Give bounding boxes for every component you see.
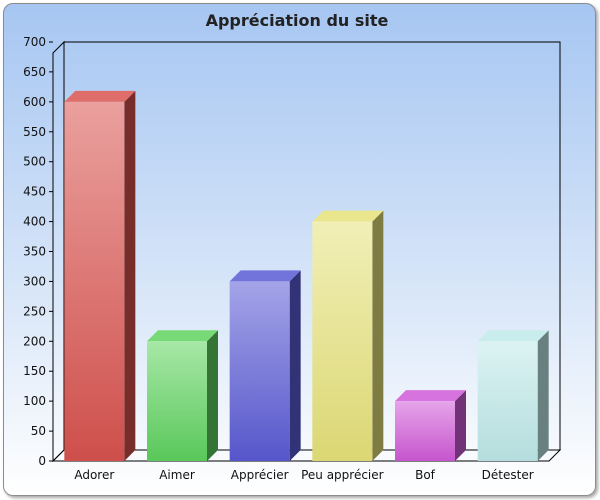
bars xyxy=(64,90,549,461)
bar-top xyxy=(229,270,301,282)
y-tick-label: 550 xyxy=(23,125,46,139)
x-axis-labels: Adorer Aimer Apprécier Peu apprécier Bof Déte… xyxy=(74,468,533,482)
x-tick-label: Adorer xyxy=(74,468,114,482)
y-axis-ticks: 0 50 100 150 200 250 300 350 400 450 500 550 600 650 7… xyxy=(23,35,53,468)
bar xyxy=(147,341,207,461)
bar-side xyxy=(537,330,549,461)
y-tick-label: 0 xyxy=(38,454,46,468)
x-tick-label: Bof xyxy=(415,468,436,482)
y-tick-label: 250 xyxy=(23,304,46,318)
bar-side xyxy=(455,390,466,461)
chart-title: Appréciation du site xyxy=(206,11,389,30)
y-tick-label: 350 xyxy=(23,245,46,259)
bar xyxy=(64,101,125,461)
bar xyxy=(229,281,290,461)
y-tick-label: 150 xyxy=(23,364,46,378)
bar-side xyxy=(124,90,136,461)
y-tick-label: 100 xyxy=(23,394,46,408)
x-tick-label: Peu apprécier xyxy=(301,468,384,482)
bar-top xyxy=(477,330,549,342)
y-tick-label: 200 xyxy=(23,334,46,348)
y-tick-label: 400 xyxy=(23,215,46,229)
bar-chart: Appréciation du site 0 50 100 150 200 250 300 3… xyxy=(23,11,562,482)
bar-side xyxy=(207,330,218,461)
y-tick-label: 300 xyxy=(23,274,46,288)
y-tick-label: 700 xyxy=(23,35,46,49)
plot-area xyxy=(51,40,562,463)
bar-top xyxy=(395,390,466,402)
left-wall xyxy=(52,40,65,463)
bar xyxy=(312,221,373,461)
bar xyxy=(477,341,538,461)
y-tick-label: 500 xyxy=(23,155,46,169)
bar-top xyxy=(147,330,218,342)
x-tick-label: Aimer xyxy=(159,468,195,482)
bar-side xyxy=(372,210,384,461)
chart-frame: Appréciation du site 0 50 100 150 200 250 300 3… xyxy=(3,3,596,496)
bar-side xyxy=(289,270,301,461)
bar-top xyxy=(64,90,136,102)
y-tick-label: 450 xyxy=(23,185,46,199)
bar xyxy=(395,401,455,461)
y-tick-label: 50 xyxy=(31,424,46,438)
y-tick-label: 650 xyxy=(23,65,46,79)
x-tick-label: Apprécier xyxy=(231,468,289,482)
x-tick-label: Détester xyxy=(482,468,534,482)
bar-top xyxy=(312,210,384,222)
y-tick-label: 600 xyxy=(23,95,46,109)
